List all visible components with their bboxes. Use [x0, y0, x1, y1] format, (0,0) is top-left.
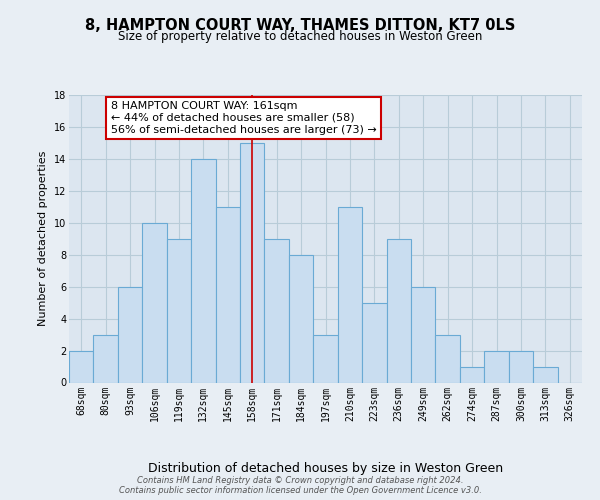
Bar: [240, 143, 265, 382]
Bar: [362, 302, 386, 382]
Bar: [460, 366, 484, 382]
Bar: [289, 254, 313, 382]
Bar: [215, 207, 240, 382]
Bar: [69, 350, 94, 382]
Bar: [94, 334, 118, 382]
Bar: [509, 350, 533, 382]
Bar: [533, 366, 557, 382]
Text: Size of property relative to detached houses in Weston Green: Size of property relative to detached ho…: [118, 30, 482, 43]
Bar: [338, 207, 362, 382]
Text: 8, HAMPTON COURT WAY, THAMES DITTON, KT7 0LS: 8, HAMPTON COURT WAY, THAMES DITTON, KT7…: [85, 18, 515, 32]
Bar: [118, 286, 142, 382]
Bar: [411, 286, 436, 382]
Bar: [191, 159, 215, 382]
Bar: [142, 223, 167, 382]
Bar: [313, 334, 338, 382]
Text: 8 HAMPTON COURT WAY: 161sqm
← 44% of detached houses are smaller (58)
56% of sem: 8 HAMPTON COURT WAY: 161sqm ← 44% of det…: [110, 102, 376, 134]
Bar: [386, 239, 411, 382]
Y-axis label: Number of detached properties: Number of detached properties: [38, 151, 48, 326]
Bar: [265, 239, 289, 382]
X-axis label: Distribution of detached houses by size in Weston Green: Distribution of detached houses by size …: [148, 462, 503, 475]
Text: Contains HM Land Registry data © Crown copyright and database right 2024.
Contai: Contains HM Land Registry data © Crown c…: [119, 476, 481, 495]
Bar: [436, 334, 460, 382]
Bar: [484, 350, 509, 382]
Bar: [167, 239, 191, 382]
